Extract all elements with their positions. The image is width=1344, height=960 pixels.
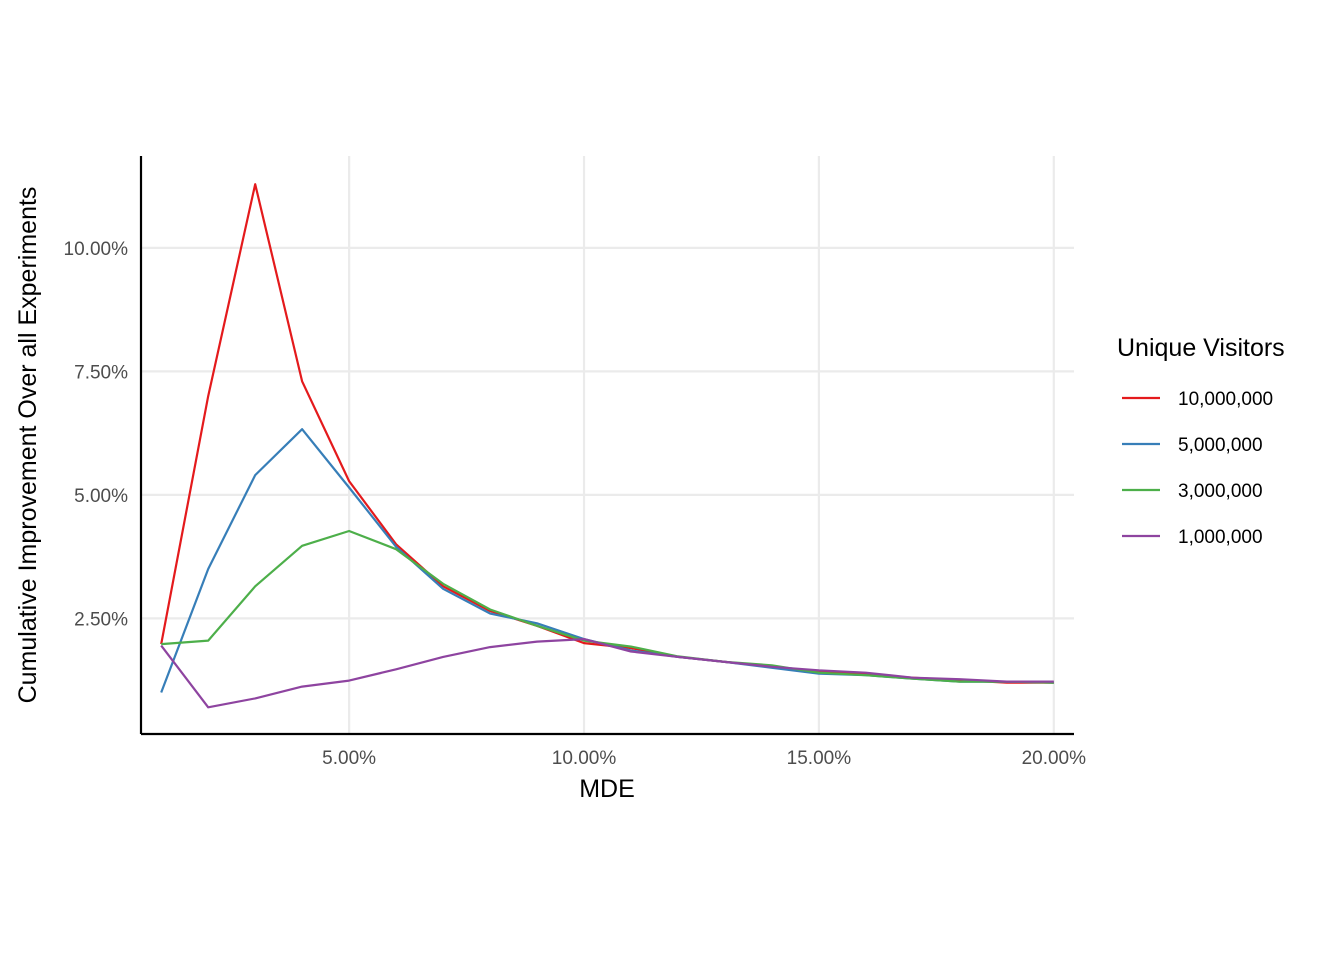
grid <box>141 156 1074 734</box>
x-tick-label: 20.00% <box>1022 748 1087 769</box>
y-tick-label: 2.50% <box>74 609 128 630</box>
y-tick-label: 7.50% <box>74 362 128 383</box>
legend-label-4: 1,000,000 <box>1178 527 1263 548</box>
series-lines <box>160 183 1054 709</box>
axes <box>139 156 1074 736</box>
x-tick-label: 15.00% <box>787 748 852 769</box>
series-line-3 <box>161 529 1054 684</box>
legend-label-3: 3,000,000 <box>1178 481 1263 502</box>
y-tick-label: 10.00% <box>64 239 129 260</box>
legend-label-2: 5,000,000 <box>1178 435 1263 456</box>
y-tick-label: 5.00% <box>74 486 128 507</box>
series-line-4 <box>160 638 1054 709</box>
legend-title: Unique Visitors <box>1117 334 1285 362</box>
legend: Unique Visitors 10,000,000 5,000,000 3,000… <box>1117 334 1285 548</box>
x-tick-label: 10.00% <box>552 748 617 769</box>
x-tick-label: 5.00% <box>322 748 376 769</box>
y-axis-title: Cumulative Improvement Over all Experime… <box>14 187 42 704</box>
tick-labels: 2.50% 5.00% 7.50% 10.00% 5.00% 10.00% 15.00% 20… <box>64 239 1087 769</box>
x-axis-title: MDE <box>579 775 635 803</box>
legend-label-1: 10,000,000 <box>1178 389 1273 410</box>
